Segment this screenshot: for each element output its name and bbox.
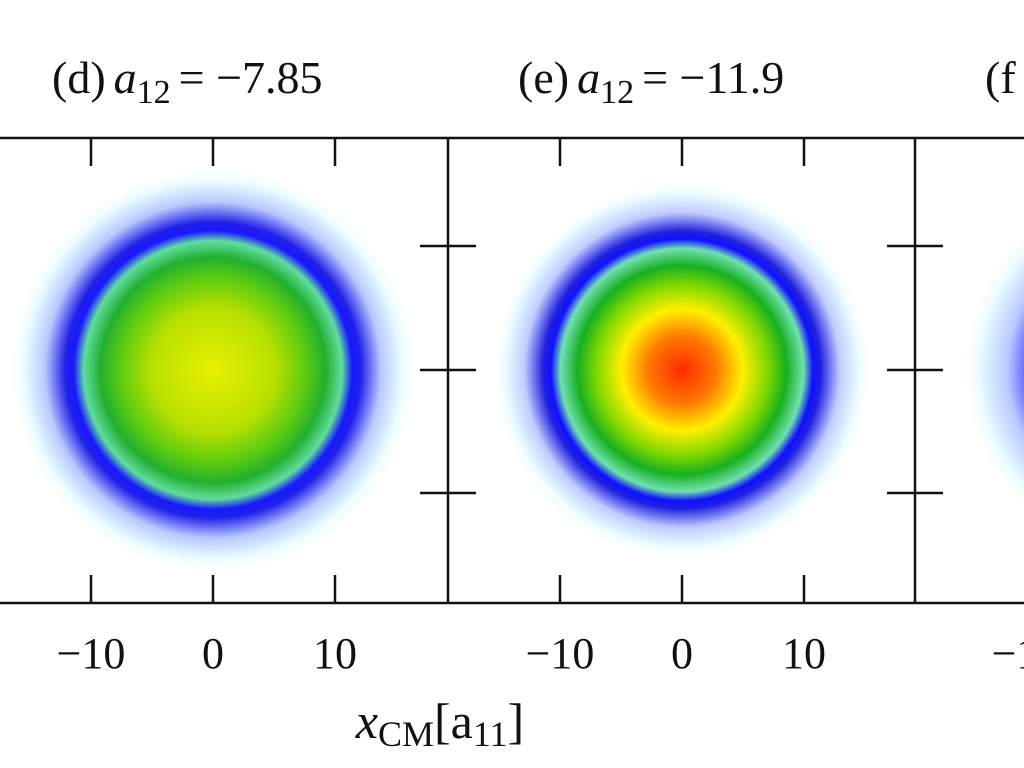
- density-blob-e: [492, 180, 872, 560]
- density-blob-d: [8, 165, 418, 575]
- panel-title-f: (f: [985, 52, 1016, 103]
- x-tick-label: 10: [313, 629, 357, 678]
- x-tick-label: 0: [202, 629, 224, 678]
- density-blob-f: [960, 227, 1024, 513]
- panel-title-e: (e) a12 = −11.9: [518, 52, 784, 111]
- x-tick-label: 0: [671, 629, 693, 678]
- x-tick-label: −10: [526, 629, 595, 678]
- panel-title-d: (d) a12 = −7.85: [52, 52, 323, 111]
- x-tick-label: 10: [782, 629, 826, 678]
- x-tick-label: −10: [57, 629, 126, 678]
- x-axis-label: xCM[a11]: [355, 693, 524, 754]
- x-tick-label: −10: [992, 629, 1024, 678]
